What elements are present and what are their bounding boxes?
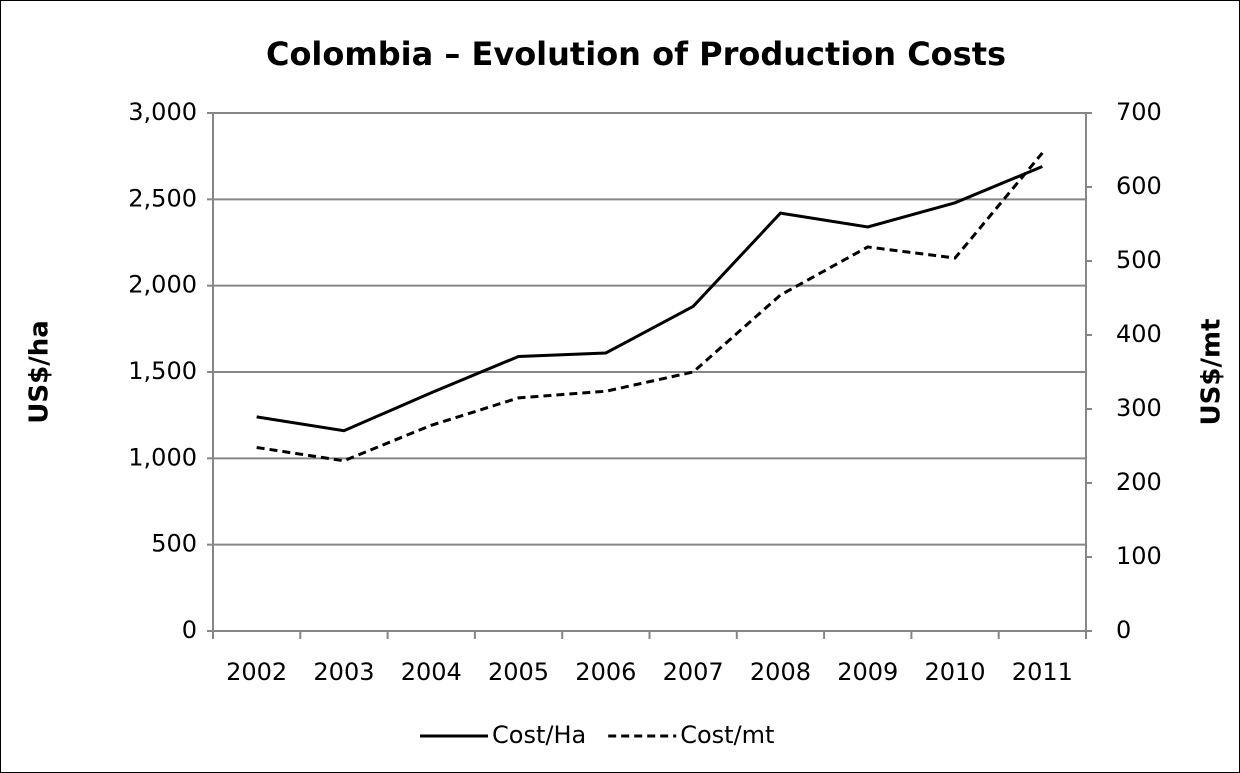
- y-tick-label: 500: [151, 530, 197, 558]
- y2-tick-label: 700: [1116, 98, 1162, 126]
- y2-tick-label: 600: [1116, 172, 1162, 200]
- x-tick-label: 2010: [925, 658, 986, 686]
- x-tick-label: 2002: [226, 658, 287, 686]
- y2-tick-label: 300: [1116, 394, 1162, 422]
- y-tick-label: 1,500: [128, 357, 197, 385]
- y-tick-label: 2,000: [128, 271, 197, 299]
- legend-label: Cost/mt: [680, 721, 774, 749]
- x-tick-label: 2008: [750, 658, 811, 686]
- y-tick-label: 0: [182, 616, 197, 644]
- y2-axis-label: US$/mt: [1197, 319, 1227, 426]
- x-tick-label: 2009: [837, 658, 898, 686]
- chart-title: Colombia – Evolution of Production Costs: [266, 35, 1006, 73]
- x-tick-label: 2011: [1012, 658, 1073, 686]
- y2-tick-label: 200: [1116, 468, 1162, 496]
- x-tick-label: 2007: [663, 658, 724, 686]
- y-tick-label: 3,000: [128, 98, 197, 126]
- y-tick-label: 1,000: [128, 443, 197, 471]
- legend-label: Cost/Ha: [492, 721, 586, 749]
- y-axis-label: US$/ha: [25, 320, 55, 423]
- y2-tick-label: 500: [1116, 246, 1162, 274]
- y2-tick-label: 100: [1116, 542, 1162, 570]
- x-tick-label: 2005: [488, 658, 549, 686]
- y-tick-label: 2,500: [128, 184, 197, 212]
- series-line: [256, 165, 1043, 433]
- series-line: [256, 152, 1044, 463]
- x-tick-label: 2003: [313, 658, 374, 686]
- y2-tick-label: 400: [1116, 320, 1162, 348]
- y2-tick-label: 0: [1116, 616, 1131, 644]
- x-tick-label: 2004: [401, 658, 462, 686]
- x-tick-label: 2006: [575, 658, 636, 686]
